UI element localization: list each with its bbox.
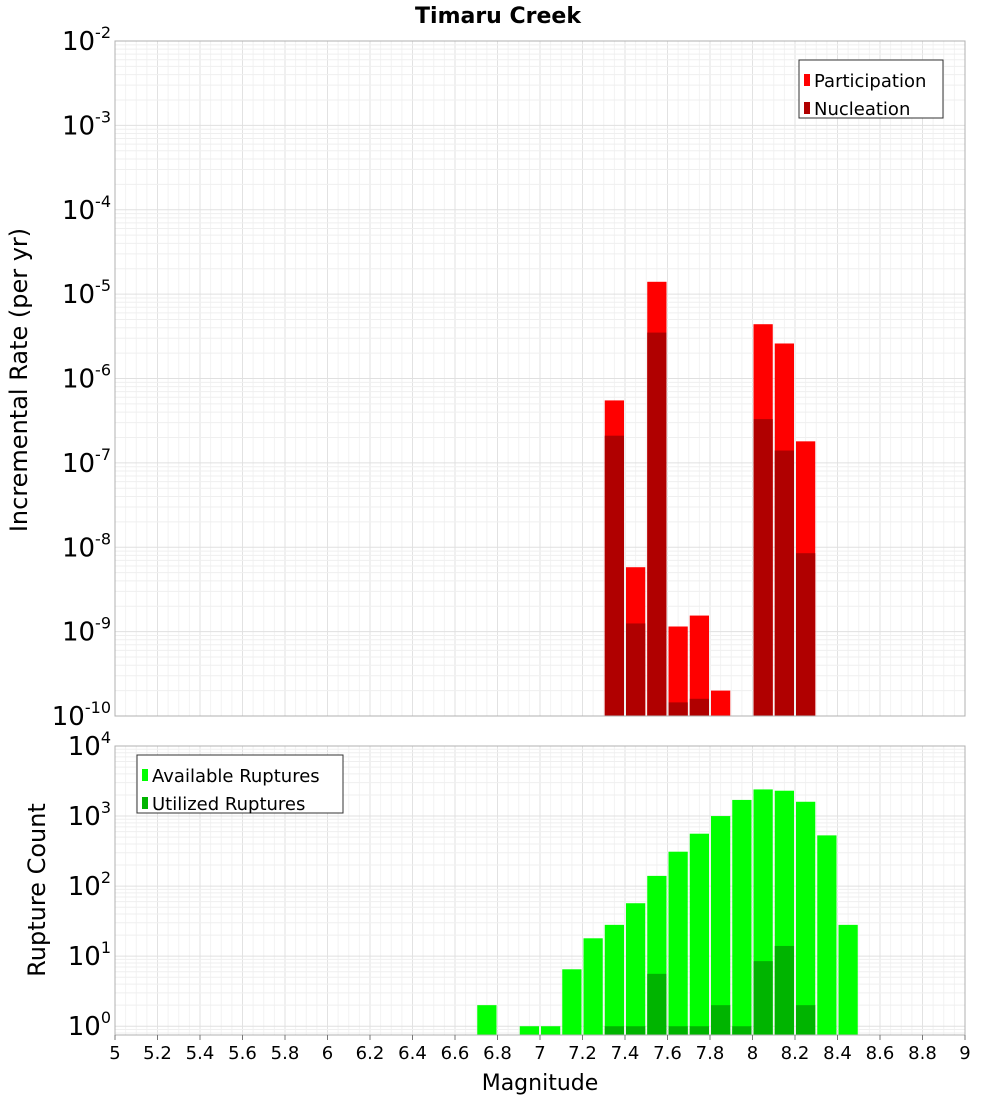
- count-bar-secondary: [774, 945, 794, 1035]
- rate-y-tick-label: 10-5: [62, 276, 111, 310]
- count-bar-primary: [604, 924, 624, 1035]
- count-bar-secondary: [796, 1005, 816, 1035]
- count-legend-label: Utilized Ruptures: [152, 794, 305, 815]
- rate-y-tick-label: 10-10: [52, 698, 111, 732]
- count-bar-primary: [562, 969, 582, 1035]
- x-tick-label: 8.4: [823, 1043, 852, 1064]
- rate-y-tick-label: 10-4: [62, 192, 111, 226]
- count-bar-primary: [583, 938, 603, 1035]
- rate-bar-secondary: [796, 553, 816, 716]
- count-bar-primary: [626, 903, 646, 1035]
- x-tick-label: 9: [959, 1043, 970, 1064]
- count-bar-primary: [668, 851, 688, 1035]
- count-bar-primary: [519, 1026, 539, 1035]
- rate-bar-secondary: [774, 450, 794, 716]
- rate-legend-label: Participation: [814, 71, 926, 92]
- count-bar-primary: [689, 833, 709, 1035]
- count-legend-swatch: [142, 797, 148, 809]
- count-y-tick-label: 100: [68, 1008, 111, 1042]
- x-tick-label: 6: [322, 1043, 333, 1064]
- rate-bar-primary: [668, 626, 688, 716]
- rate-y-tick-label: 10-6: [62, 361, 111, 395]
- count-bar-secondary: [668, 1026, 688, 1035]
- x-tick-label: 7.6: [653, 1043, 682, 1064]
- rate-panel: 10-2 10-3 10-4 10-5 10-6 10-7 10-8 10-9 10-10 Par…: [52, 23, 966, 732]
- count-legend-label: Available Ruptures: [152, 766, 320, 787]
- x-tick-label: 6.4: [398, 1043, 427, 1064]
- rate-y-tick-label: 10-9: [62, 614, 111, 648]
- x-tick-label: 5.4: [186, 1043, 215, 1064]
- x-tick-label: 7.4: [611, 1043, 640, 1064]
- rate-bar-secondary: [626, 623, 646, 716]
- rate-legend-box: [798, 59, 944, 119]
- rate-bar-primary: [711, 690, 731, 716]
- count-bar-primary: [711, 816, 731, 1035]
- rate-y-tick-label: 10-8: [62, 529, 111, 563]
- x-tick-label: 5.2: [143, 1043, 172, 1064]
- rate-y-tick-label: 10-7: [62, 445, 111, 479]
- x-tick-label: 8.2: [781, 1043, 810, 1064]
- rate-bar-secondary: [689, 698, 709, 716]
- x-tick-label: 5.8: [271, 1043, 300, 1064]
- x-tick-label: 7: [534, 1043, 545, 1064]
- count-bar-primary: [541, 1026, 561, 1035]
- count-bar-primary: [732, 799, 752, 1035]
- count-y-axis-label: Rupture Count: [23, 803, 51, 977]
- count-bar-secondary: [711, 1005, 731, 1035]
- rate-legend: Participation Nucleation: [798, 59, 944, 120]
- chart-title: Timaru Creek: [415, 4, 582, 29]
- rate-bar-primary: [689, 615, 709, 716]
- x-tick-label: 6.2: [356, 1043, 385, 1064]
- count-legend-swatch: [142, 769, 148, 781]
- rupture-count-panel: 104 103 102 101 100 Available Ruptures Utilize…: [68, 728, 971, 1064]
- count-bar-primary: [838, 924, 858, 1035]
- count-bar-secondary: [753, 961, 773, 1035]
- count-y-tick-label: 101: [68, 938, 111, 972]
- rate-legend-swatch: [804, 74, 810, 86]
- count-bar-primary: [796, 801, 816, 1035]
- rate-bar-secondary: [753, 419, 773, 716]
- x-tick-label: 5: [109, 1043, 120, 1064]
- rate-y-tick-label: 10-3: [62, 107, 111, 141]
- x-tick-label: 6.8: [483, 1043, 512, 1064]
- x-tick-label: 8.8: [908, 1043, 937, 1064]
- count-bar-secondary: [689, 1026, 709, 1035]
- count-bar-secondary: [626, 1026, 646, 1035]
- x-tick-label: 7.2: [568, 1043, 597, 1064]
- x-tick-label: 6.6: [441, 1043, 470, 1064]
- count-bar-primary: [477, 1005, 497, 1035]
- rate-legend-label: Nucleation: [814, 99, 910, 120]
- x-tick-label: 8.6: [866, 1043, 895, 1064]
- count-y-tick-label: 103: [68, 798, 111, 832]
- x-tick-label: 5.6: [228, 1043, 257, 1064]
- x-axis-label: Magnitude: [482, 1071, 599, 1096]
- rate-bar-secondary: [647, 332, 667, 716]
- rate-y-tick-label: 10-2: [62, 23, 111, 57]
- count-bar-secondary: [732, 1026, 752, 1035]
- rate-bar-secondary: [668, 702, 688, 716]
- count-bar-secondary: [647, 973, 667, 1035]
- count-y-tick-label: 104: [68, 728, 111, 762]
- rate-plot-frame: [114, 40, 966, 717]
- rate-y-axis-label: Incremental Rate (per yr): [5, 228, 33, 532]
- count-y-tick-label: 102: [68, 868, 111, 902]
- x-tick-label: 8: [747, 1043, 758, 1064]
- x-tick-label: 7.8: [696, 1043, 725, 1064]
- count-legend-box: [136, 754, 344, 814]
- count-bar-primary: [817, 835, 837, 1035]
- count-bar-secondary: [604, 1026, 624, 1035]
- rate-legend-swatch: [804, 102, 810, 114]
- rate-bar-secondary: [604, 435, 624, 716]
- count-legend: Available Ruptures Utilized Ruptures: [136, 754, 344, 815]
